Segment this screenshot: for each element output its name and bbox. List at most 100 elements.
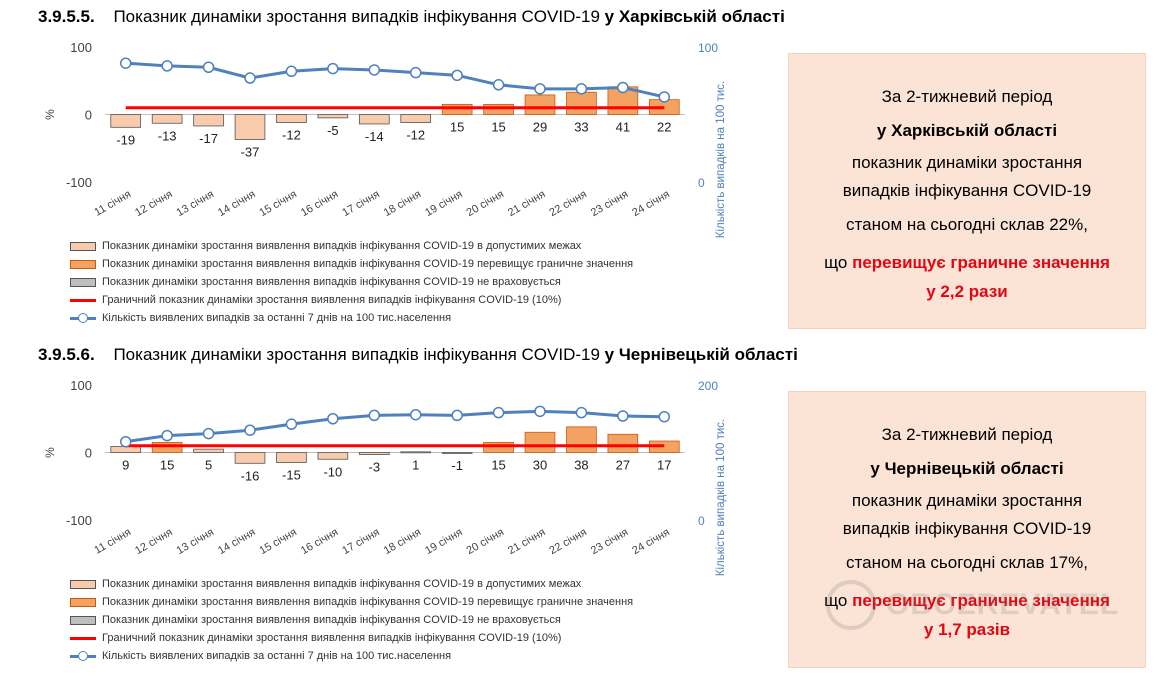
watermark-logo-icon bbox=[826, 580, 876, 630]
x-tick-label: 15 січня bbox=[257, 526, 299, 557]
cases-point bbox=[202, 427, 215, 440]
cases-point bbox=[451, 409, 463, 422]
y-axis-label: % bbox=[43, 109, 57, 120]
heading-region: у Чернівецькій області bbox=[604, 345, 798, 364]
y-tick-label: 0 bbox=[85, 446, 92, 461]
swatch-not-counted bbox=[70, 277, 96, 287]
legend-item-exceeds: Показник динаміки зростання виявлення ви… bbox=[70, 255, 633, 273]
legend-item-threshold: Граничний показник динаміки зростання ви… bbox=[70, 291, 633, 309]
y2-tick-label: 0 bbox=[698, 176, 705, 190]
bar bbox=[193, 114, 224, 127]
x-tick-label: 12 січня bbox=[133, 188, 175, 219]
legend-item-within: Показник динаміки зростання виявлення ви… bbox=[70, 237, 633, 255]
chart-chernivtsi: 100 0 -100% 200 0 Кількість випадків на 100 т… bbox=[43, 378, 727, 576]
watermark: OBOZREVATEL bbox=[826, 580, 1126, 640]
bar bbox=[607, 433, 639, 453]
data-label: 15 bbox=[450, 120, 464, 135]
bar bbox=[400, 114, 432, 124]
heading-region: у Харківській області bbox=[604, 7, 785, 26]
x-tick-label: 16 січня bbox=[299, 526, 341, 557]
data-label: -14 bbox=[365, 129, 384, 144]
x-tick-label: 21 січня bbox=[506, 188, 548, 219]
legend-item-cases: Кількість виявлених випадків за останні … bbox=[70, 647, 633, 665]
x-tick-label: 16 січня bbox=[299, 188, 341, 219]
legend: Показник динаміки зростання виявлення ви… bbox=[70, 237, 633, 327]
cases-point bbox=[658, 91, 671, 103]
y-tick-label: 0 bbox=[85, 108, 92, 123]
swatch-exceeds bbox=[70, 597, 96, 607]
cases-point bbox=[202, 61, 215, 73]
y2-tick-label: 200 bbox=[698, 379, 718, 393]
cases-point bbox=[327, 62, 339, 75]
y2-axis-label: Кількість випадків на 100 тис. bbox=[715, 81, 727, 238]
swatch-within bbox=[70, 241, 96, 251]
y2-tick-label: 0 bbox=[698, 514, 705, 528]
data-label: 22 bbox=[657, 120, 671, 135]
cases-point bbox=[534, 405, 546, 418]
data-label: 29 bbox=[533, 120, 547, 135]
x-tick-label: 24 січня bbox=[630, 526, 672, 557]
x-tick-label: 12 січня bbox=[133, 526, 175, 557]
bar bbox=[151, 441, 183, 453]
chart-heading: 3.9.5.6. Показник динаміки зростання вип… bbox=[38, 345, 798, 365]
cases-point bbox=[285, 65, 298, 78]
data-label: -19 bbox=[116, 132, 135, 147]
bar bbox=[358, 452, 390, 455]
cases-point bbox=[617, 410, 629, 422]
x-tick-label: 17 січня bbox=[340, 526, 382, 557]
chart-kharkiv: 100 0 -100% 100 0 Кількість випадків на 100 т… bbox=[43, 40, 727, 238]
bar bbox=[524, 431, 556, 453]
bar bbox=[483, 441, 514, 453]
x-tick-label: 14 січня bbox=[216, 526, 258, 557]
data-label: -10 bbox=[323, 464, 342, 479]
cases-point bbox=[409, 408, 422, 421]
info-box-kharkiv: За 2-тижневий період у Харківській облас… bbox=[788, 53, 1146, 329]
bar bbox=[110, 114, 142, 128]
bar bbox=[234, 114, 266, 140]
x-tick-label: 19 січня bbox=[423, 526, 465, 557]
y-tick-label: 100 bbox=[70, 40, 92, 55]
swatch-threshold bbox=[70, 298, 96, 302]
x-tick-label: 13 січня bbox=[175, 188, 217, 219]
section-number: 3.9.5.5. bbox=[38, 7, 95, 26]
x-tick-label: 15 січня bbox=[257, 188, 299, 219]
section-number: 3.9.5.6. bbox=[38, 345, 95, 364]
swatch-cases bbox=[70, 650, 96, 661]
bar bbox=[483, 103, 514, 115]
cases-point bbox=[575, 406, 588, 419]
data-label: -12 bbox=[406, 128, 425, 143]
bar bbox=[317, 452, 349, 460]
data-label: 33 bbox=[574, 120, 588, 135]
x-tick-label: 17 січня bbox=[340, 188, 382, 219]
data-label: -5 bbox=[327, 123, 339, 138]
x-tick-label: 13 січня bbox=[175, 526, 217, 557]
data-label: 15 bbox=[160, 458, 174, 473]
swatch-exceeds bbox=[70, 259, 96, 269]
x-tick-label: 18 січня bbox=[382, 188, 424, 219]
x-tick-label: 22 січня bbox=[547, 526, 589, 557]
data-label: 5 bbox=[205, 458, 212, 473]
y2-axis-label: Кількість випадків на 100 тис. bbox=[715, 419, 727, 576]
cases-point bbox=[327, 413, 339, 425]
x-tick-label: 11 січня bbox=[92, 526, 133, 557]
bar bbox=[441, 103, 473, 115]
x-tick-label: 11 січня bbox=[92, 188, 133, 219]
bar bbox=[193, 448, 224, 453]
data-label: 9 bbox=[122, 458, 129, 473]
legend-item-cases: Кількість виявлених випадків за останні … bbox=[70, 309, 633, 327]
data-label: -16 bbox=[241, 468, 260, 483]
data-label: 1 bbox=[412, 458, 419, 473]
bar bbox=[441, 452, 473, 454]
data-label: 15 bbox=[491, 120, 505, 135]
cases-point bbox=[575, 83, 588, 95]
y-tick-label: -100 bbox=[66, 513, 92, 528]
bar bbox=[566, 91, 597, 115]
y-tick-label: 100 bbox=[70, 378, 92, 393]
cases-line bbox=[125, 409, 665, 444]
data-label: -13 bbox=[158, 128, 177, 143]
swatch-cases bbox=[70, 312, 96, 323]
y-axis-label: % bbox=[43, 447, 57, 458]
bar bbox=[317, 114, 349, 119]
cases-point bbox=[534, 83, 546, 95]
cases-point bbox=[244, 424, 256, 436]
